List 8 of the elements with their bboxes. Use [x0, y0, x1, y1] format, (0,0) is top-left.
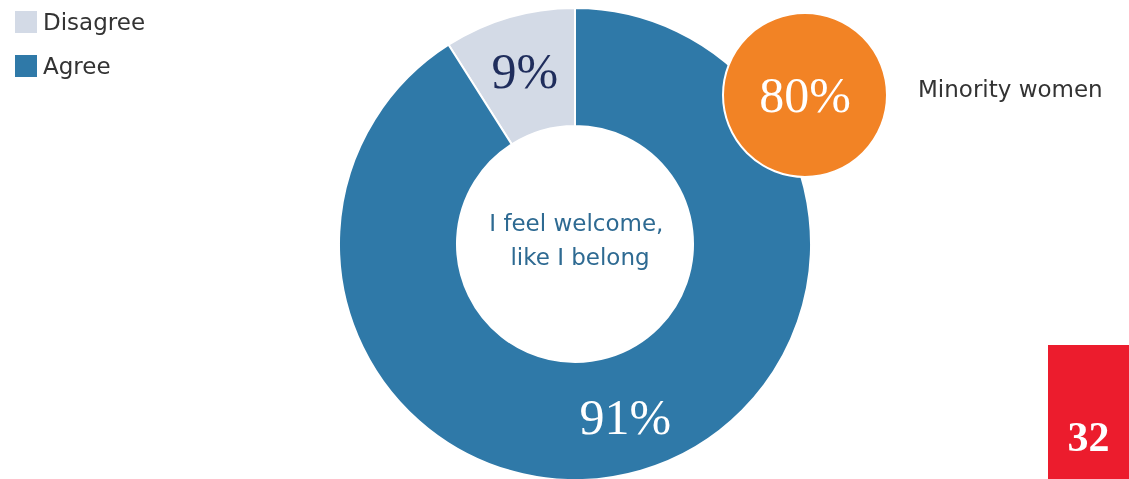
legend-label: Disagree [43, 9, 146, 35]
data-label: 91% [579, 388, 672, 445]
text: Minority women [918, 76, 1103, 102]
legend-label: Agree [43, 53, 111, 79]
text: I feel welcome, like I belong [489, 209, 671, 270]
data-label: 9% [491, 43, 559, 100]
circle-badge: 80% [722, 12, 888, 178]
page-number-box: 32 [1048, 345, 1129, 479]
